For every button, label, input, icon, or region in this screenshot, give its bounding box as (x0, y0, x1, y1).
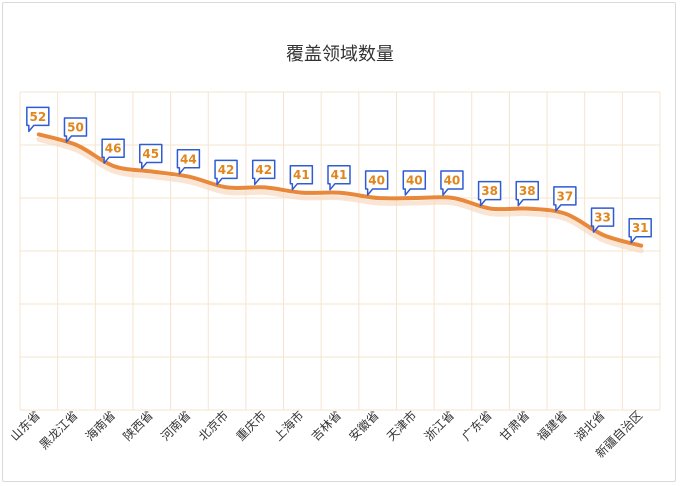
data-label-box (440, 170, 464, 196)
data-label-box (477, 180, 502, 207)
data-label-box (63, 117, 88, 143)
data-point (451, 196, 455, 200)
data-point (150, 170, 154, 173)
data-label: 38 (481, 184, 498, 198)
data-point (263, 185, 267, 189)
data-label-callout: 50 (63, 117, 88, 143)
data-label-callout: 38 (515, 180, 539, 207)
x-tick-label: 上海市 (270, 408, 306, 444)
data-label: 41 (331, 168, 348, 182)
data-label: 42 (255, 163, 272, 177)
data-label: 37 (557, 189, 574, 203)
data-label-box (26, 106, 50, 133)
data-label: 40 (406, 174, 423, 188)
data-label-callout: 41 (327, 164, 351, 191)
data-label-box (176, 149, 201, 175)
data-label-box (289, 164, 314, 191)
data-point (526, 207, 530, 211)
data-label-callout: 40 (402, 170, 427, 196)
data-point (413, 196, 417, 200)
data-label: 33 (594, 211, 611, 225)
data-label-box (139, 143, 163, 170)
data-label: 38 (519, 184, 536, 198)
data-label-box (590, 207, 615, 233)
data-label-callout: 38 (477, 180, 502, 207)
data-label-callout: 44 (176, 149, 201, 175)
data-label: 40 (368, 174, 385, 188)
x-tick-label: 浙江省 (422, 408, 457, 443)
x-tick-label: 甘肃省 (497, 408, 532, 443)
data-label-callout: 42 (251, 159, 276, 186)
grid (19, 91, 661, 411)
data-point (74, 143, 78, 147)
chart-frame (2, 2, 676, 482)
data-label-callout: 37 (553, 186, 577, 212)
x-tick-label: 安徽省 (346, 408, 382, 444)
x-tick-label: 陕西省 (120, 408, 156, 444)
data-label: 45 (142, 147, 159, 161)
data-label-box (553, 186, 577, 212)
data-label-box (214, 159, 238, 186)
x-tick-label: 山东省 (8, 408, 43, 443)
data-point (187, 175, 191, 179)
data-point (225, 185, 229, 189)
x-tick-label: 湖北省 (572, 408, 608, 444)
data-label-callout: 45 (139, 143, 163, 170)
data-label-box (101, 138, 125, 164)
data-label-callout: 33 (590, 207, 615, 233)
data-label-callout: 41 (289, 164, 314, 191)
data-label-callout: 42 (214, 159, 238, 186)
x-tick-label: 黑龙江省 (37, 408, 81, 452)
data-point (639, 244, 643, 248)
x-tick-label: 吉林省 (309, 408, 344, 443)
data-label: 41 (293, 168, 310, 182)
data-point (37, 132, 41, 136)
data-label: 44 (180, 152, 197, 166)
data-point (376, 196, 380, 200)
x-tick-label: 重庆市 (233, 408, 269, 444)
data-point (338, 191, 342, 195)
data-label: 42 (218, 163, 235, 177)
x-tick-label: 海南省 (82, 408, 118, 444)
data-label-box (364, 170, 389, 196)
series-line (36, 132, 644, 248)
data-label: 52 (29, 110, 46, 124)
data-point (300, 191, 304, 195)
x-tick-label: 天津市 (383, 408, 419, 444)
chart-title: 覆盖领域数量 (286, 44, 394, 64)
data-point (112, 164, 116, 168)
data-label-box (251, 159, 276, 186)
data-label-box (327, 164, 351, 191)
series-line-shadow (36, 136, 644, 254)
data-label-box (515, 180, 539, 207)
data-label-callout: 52 (26, 106, 50, 133)
data-label-callout: 46 (101, 138, 125, 164)
x-tick-label: 广东省 (459, 408, 494, 443)
data-point (564, 212, 568, 216)
x-tick-label: 河南省 (157, 408, 193, 444)
data-label-callout: 31 (628, 217, 652, 244)
data-label-callout: 40 (440, 170, 464, 196)
data-label-box (402, 170, 427, 196)
data-label-callout: 40 (364, 170, 389, 196)
data-label-box (628, 217, 652, 244)
x-tick-label: 北京市 (195, 408, 231, 444)
data-label: 40 (444, 174, 461, 188)
data-point (602, 233, 606, 237)
data-label: 50 (67, 121, 84, 135)
data-label: 46 (105, 142, 122, 156)
data-label: 31 (632, 221, 649, 235)
x-tick-label: 福建省 (534, 408, 570, 444)
data-point (489, 207, 493, 211)
